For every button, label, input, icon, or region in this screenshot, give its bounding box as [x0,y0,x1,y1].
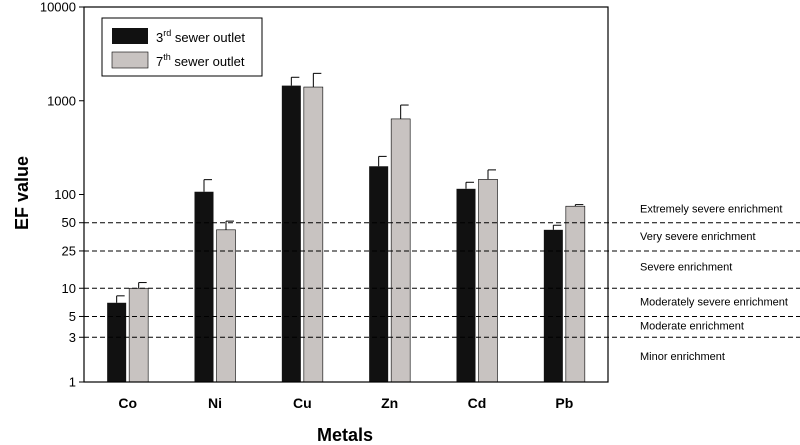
threshold-label: Moderately severe enrichment [640,297,788,309]
y-axis: 1 3 5 10 25 50 100 1000 10000 [40,0,84,390]
x-tick-label: Zn [381,395,398,411]
legend-swatch-7th [111,51,149,69]
y-axis-title: EF value [12,156,32,230]
bar [543,229,563,382]
x-axis-title: Metals [317,425,373,445]
legend-swatch-3rd [112,28,148,44]
legend-label-3rd-sup: rd [163,28,171,38]
x-tick-label: Cu [293,395,312,411]
bars-layer [107,72,586,383]
legend-label-3rd-pre: 3 [156,30,163,45]
y-tick-label: 25 [62,243,76,258]
y-tick-label: 3 [69,330,76,345]
bar [216,229,236,383]
legend-label-3rd-post: sewer outlet [171,30,245,45]
y-tick-label: 1 [69,375,76,390]
x-tick-label: Co [118,395,137,411]
bar [128,287,149,383]
y-tick-label: 10000 [40,0,76,15]
y-tick-label: 10 [62,281,76,296]
y-tick-label: 5 [69,309,76,324]
x-tick-label: Pb [555,395,573,411]
threshold-label: Very severe enrichment [640,231,756,243]
threshold-label: Extremely severe enrichment [640,203,782,215]
legend: 3rd sewer outlet 7th sewer outlet [101,17,263,77]
bar [281,85,301,382]
bar [565,205,586,383]
threshold-label: Moderate enrichment [640,321,744,333]
bar [456,188,476,382]
bar [194,191,214,382]
bar [107,302,127,382]
bar [369,166,389,382]
legend-label-7th: 7th sewer outlet [156,52,245,69]
legend-label-7th-post: sewer outlet [171,54,245,69]
threshold-label: Severe enrichment [640,262,732,274]
legend-label-3rd: 3rd sewer outlet [156,28,245,45]
x-tick-label: Ni [208,395,222,411]
y-tick-label: 50 [62,215,76,230]
legend-label-7th-sup: th [163,52,171,62]
legend-label-7th-pre: 7 [156,54,163,69]
threshold-label: Minor enrichment [640,351,725,363]
x-tick-label: Cd [468,395,487,411]
y-tick-label: 100 [54,187,76,202]
bar [478,179,498,383]
x-axis: Co Ni Cu Zn Cd Pb [118,395,573,411]
y-tick-label: 1000 [47,93,76,108]
threshold-layer: Extremely severe enrichment Very severe e… [84,203,800,363]
